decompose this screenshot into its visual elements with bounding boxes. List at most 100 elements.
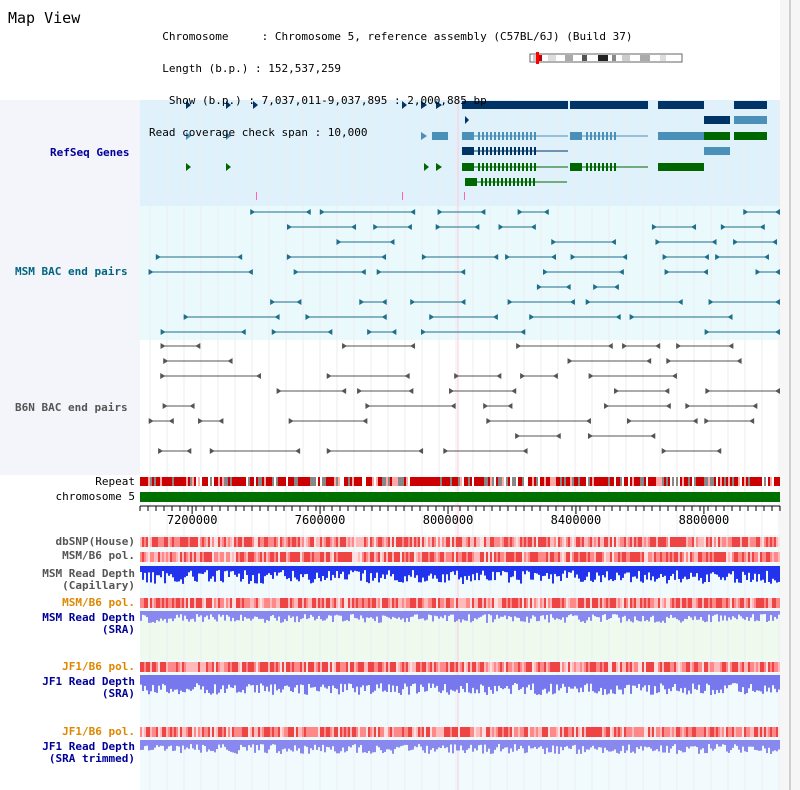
- dbsnp-heat-cell: [288, 537, 290, 547]
- jf1-trimmed-depth-bar: [370, 740, 372, 754]
- jf1-b6-pol-heat-cell: [376, 727, 378, 737]
- jf1-sra-depth-bar: [340, 675, 342, 684]
- jf1-b6-pol-heat-cell: [496, 662, 498, 672]
- jf1-sra-depth-bar: [174, 675, 176, 690]
- repeat-segment: [288, 477, 290, 486]
- dbsnp-heat-cell: [154, 537, 156, 547]
- msm-b6-pol-heat-cell: [144, 598, 146, 608]
- jf1-trimmed-depth-bar: [166, 740, 168, 749]
- track-label-jf1-b6-pol-2[interactable]: JF1/B6 pol.: [62, 725, 135, 738]
- dbsnp-heat-cell: [148, 537, 150, 547]
- jf1-trimmed-depth-bar: [670, 740, 672, 749]
- msm-b6-pol-heat-cell: [620, 552, 622, 562]
- repeat-segment: [314, 477, 316, 486]
- jf1-sra-depth-bar: [356, 675, 358, 687]
- jf1-trimmed-depth-bar: [384, 740, 386, 752]
- dbsnp-heat-cell: [776, 537, 778, 547]
- jf1-trimmed-depth-bar: [244, 740, 246, 748]
- track-label-dbsnp[interactable]: dbSNP(House): [55, 535, 135, 548]
- dbsnp-heat-cell: [218, 537, 220, 547]
- b6n-bac-end-marker: [483, 403, 489, 409]
- dbsnp-heat-cell: [190, 537, 192, 547]
- track-label-b6n-bac[interactable]: B6N BAC end pairs: [15, 401, 128, 414]
- msm-b6-pol-heat-cell: [300, 552, 302, 562]
- jf1-b6-pol-heat-cell: [708, 727, 710, 737]
- msm-bac-end-marker: [381, 314, 387, 320]
- track-label-msm-bac[interactable]: MSM BAC end pairs: [15, 265, 128, 278]
- jf1-sra-depth-bar: [502, 675, 504, 690]
- msm-b6-pol-heat-cell: [630, 552, 632, 562]
- msm-capillary-depth-bar: [368, 566, 370, 584]
- msm-sra-depth-bar: [386, 611, 388, 617]
- jf1-trimmed-depth-bar: [746, 740, 748, 753]
- jf1-trimmed-depth-bar: [574, 740, 576, 745]
- gene-exon-tick: [522, 147, 524, 155]
- jf1-b6-pol-heat-cell: [638, 727, 640, 737]
- repeat-segment: [444, 477, 446, 486]
- track-label-refseq-genes[interactable]: RefSeq Genes: [50, 146, 130, 159]
- repeat-segment: [680, 477, 682, 486]
- repeat-segment: [296, 477, 298, 486]
- msm-b6-pol-heat-cell: [282, 598, 284, 608]
- repeat-segment: [398, 477, 400, 486]
- msm-b6-pol-heat-cell: [256, 552, 258, 562]
- jf1-sra-depth-bar: [426, 675, 428, 692]
- b6n-bac-end-marker: [342, 343, 348, 349]
- jf1-trimmed-depth-bar: [320, 740, 322, 752]
- track-label-jf1-depth-sra[interactable]: JF1 Read Depth (SRA): [42, 675, 135, 700]
- jf1-sra-depth-bar: [690, 675, 692, 694]
- repeat-segment: [354, 477, 356, 486]
- jf1-b6-pol-heat-cell: [530, 727, 532, 737]
- jf1-b6-pol-heat-cell: [236, 727, 238, 737]
- jf1-b6-pol-heat-cell: [234, 727, 236, 737]
- track-label-jf1-b6-pol-1[interactable]: JF1/B6 pol.: [62, 660, 135, 673]
- msm-b6-pol-heat-cell: [276, 552, 278, 562]
- msm-capillary-depth-bar: [424, 566, 426, 582]
- repeat-segment: [748, 477, 750, 486]
- msm-capillary-depth-bar: [682, 566, 684, 579]
- jf1-b6-pol-heat-cell: [560, 662, 562, 672]
- msm-bac-end-marker: [613, 284, 619, 290]
- track-label-msm-b6-pol-2[interactable]: MSM/B6 pol.: [62, 596, 135, 609]
- jf1-b6-pol-heat-cell: [460, 727, 462, 737]
- track-label-jf1-depth-trimmed[interactable]: JF1 Read Depth (SRA trimmed): [42, 740, 135, 765]
- repeat-segment: [386, 477, 388, 486]
- msm-sra-depth-bar: [394, 611, 396, 618]
- jf1-b6-pol-heat-cell: [418, 727, 420, 737]
- track-label-msm-b6-pol-1[interactable]: MSM/B6 pol.: [62, 549, 135, 562]
- msm-b6-pol-heat-cell: [344, 552, 346, 562]
- jf1-b6-pol-heat-cell: [514, 662, 516, 672]
- msm-b6-pol-heat-cell: [698, 598, 700, 608]
- jf1-trimmed-depth-bar: [472, 740, 474, 752]
- repeat-segment: [486, 477, 488, 486]
- msm-capillary-depth-bar: [704, 566, 706, 583]
- dbsnp-heat-cell: [194, 537, 196, 547]
- jf1-trimmed-depth-bar: [444, 740, 446, 749]
- jf1-trimmed-depth-bar: [568, 740, 570, 749]
- track-label-msm-depth-capillary[interactable]: MSM Read Depth (Capillary): [42, 567, 135, 592]
- msm-b6-pol-heat-cell: [704, 598, 706, 608]
- msm-capillary-depth-bar: [628, 566, 630, 573]
- track-label-msm-depth-sra[interactable]: MSM Read Depth (SRA): [42, 611, 135, 636]
- msm-b6-pol-heat-cell: [390, 552, 392, 562]
- msm-bac-end-marker: [274, 314, 280, 320]
- msm-bac-end-marker: [763, 254, 769, 260]
- msm-b6-pol-heat-cell: [692, 552, 694, 562]
- msm-b6-pol-heat-cell: [720, 598, 722, 608]
- dbsnp-heat-cell: [388, 537, 390, 547]
- msm-bac-end-marker: [410, 299, 416, 305]
- b6n-bac-end-marker: [664, 388, 670, 394]
- dbsnp-heat-cell: [614, 537, 616, 547]
- msm-capillary-depth-bar: [608, 566, 610, 581]
- dbsnp-heat-cell: [778, 537, 780, 547]
- gene-exon-tick: [494, 163, 496, 171]
- jf1-sra-depth-bar: [442, 675, 444, 691]
- msm-b6-pol-heat-cell: [264, 552, 266, 562]
- dbsnp-heat-cell: [448, 537, 450, 547]
- msm-bac-end-marker: [148, 269, 154, 275]
- jf1-sra-depth-bar: [372, 675, 374, 693]
- jf1-trimmed-depth-bar: [308, 740, 310, 754]
- jf1-sra-depth-bar: [172, 675, 174, 692]
- msm-sra-depth-bar: [586, 611, 588, 621]
- jf1-b6-pol-heat-cell: [494, 727, 496, 737]
